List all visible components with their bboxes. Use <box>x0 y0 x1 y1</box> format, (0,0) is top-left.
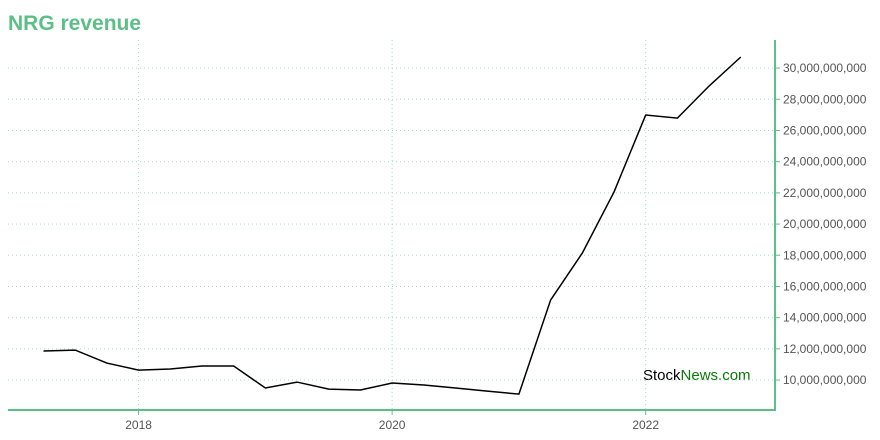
watermark-part: News.com <box>681 367 751 384</box>
x-tick-label: 2018 <box>125 418 152 432</box>
x-tick-label: 2022 <box>632 418 659 432</box>
y-tick-label: 20,000,000,000 <box>783 217 867 231</box>
y-tick-label: 18,000,000,000 <box>783 248 867 262</box>
watermark-part: Stock <box>643 367 681 384</box>
y-tick-label: 30,000,000,000 <box>783 61 867 75</box>
y-tick-label: 16,000,000,000 <box>783 279 867 293</box>
y-tick-label: 12,000,000,000 <box>783 342 867 356</box>
y-tick-label: 24,000,000,000 <box>783 155 867 169</box>
y-tick-label: 22,000,000,000 <box>783 186 867 200</box>
x-tick-label: 2020 <box>379 418 406 432</box>
y-tick-label: 26,000,000,000 <box>783 123 867 137</box>
y-tick-label: 28,000,000,000 <box>783 92 867 106</box>
line <box>43 56 742 395</box>
chart-title: NRG revenue <box>8 12 141 35</box>
y-tick-label: 10,000,000,000 <box>783 373 867 387</box>
watermark: StockNews.com <box>643 367 751 384</box>
y-tick-label: 14,000,000,000 <box>783 311 867 325</box>
